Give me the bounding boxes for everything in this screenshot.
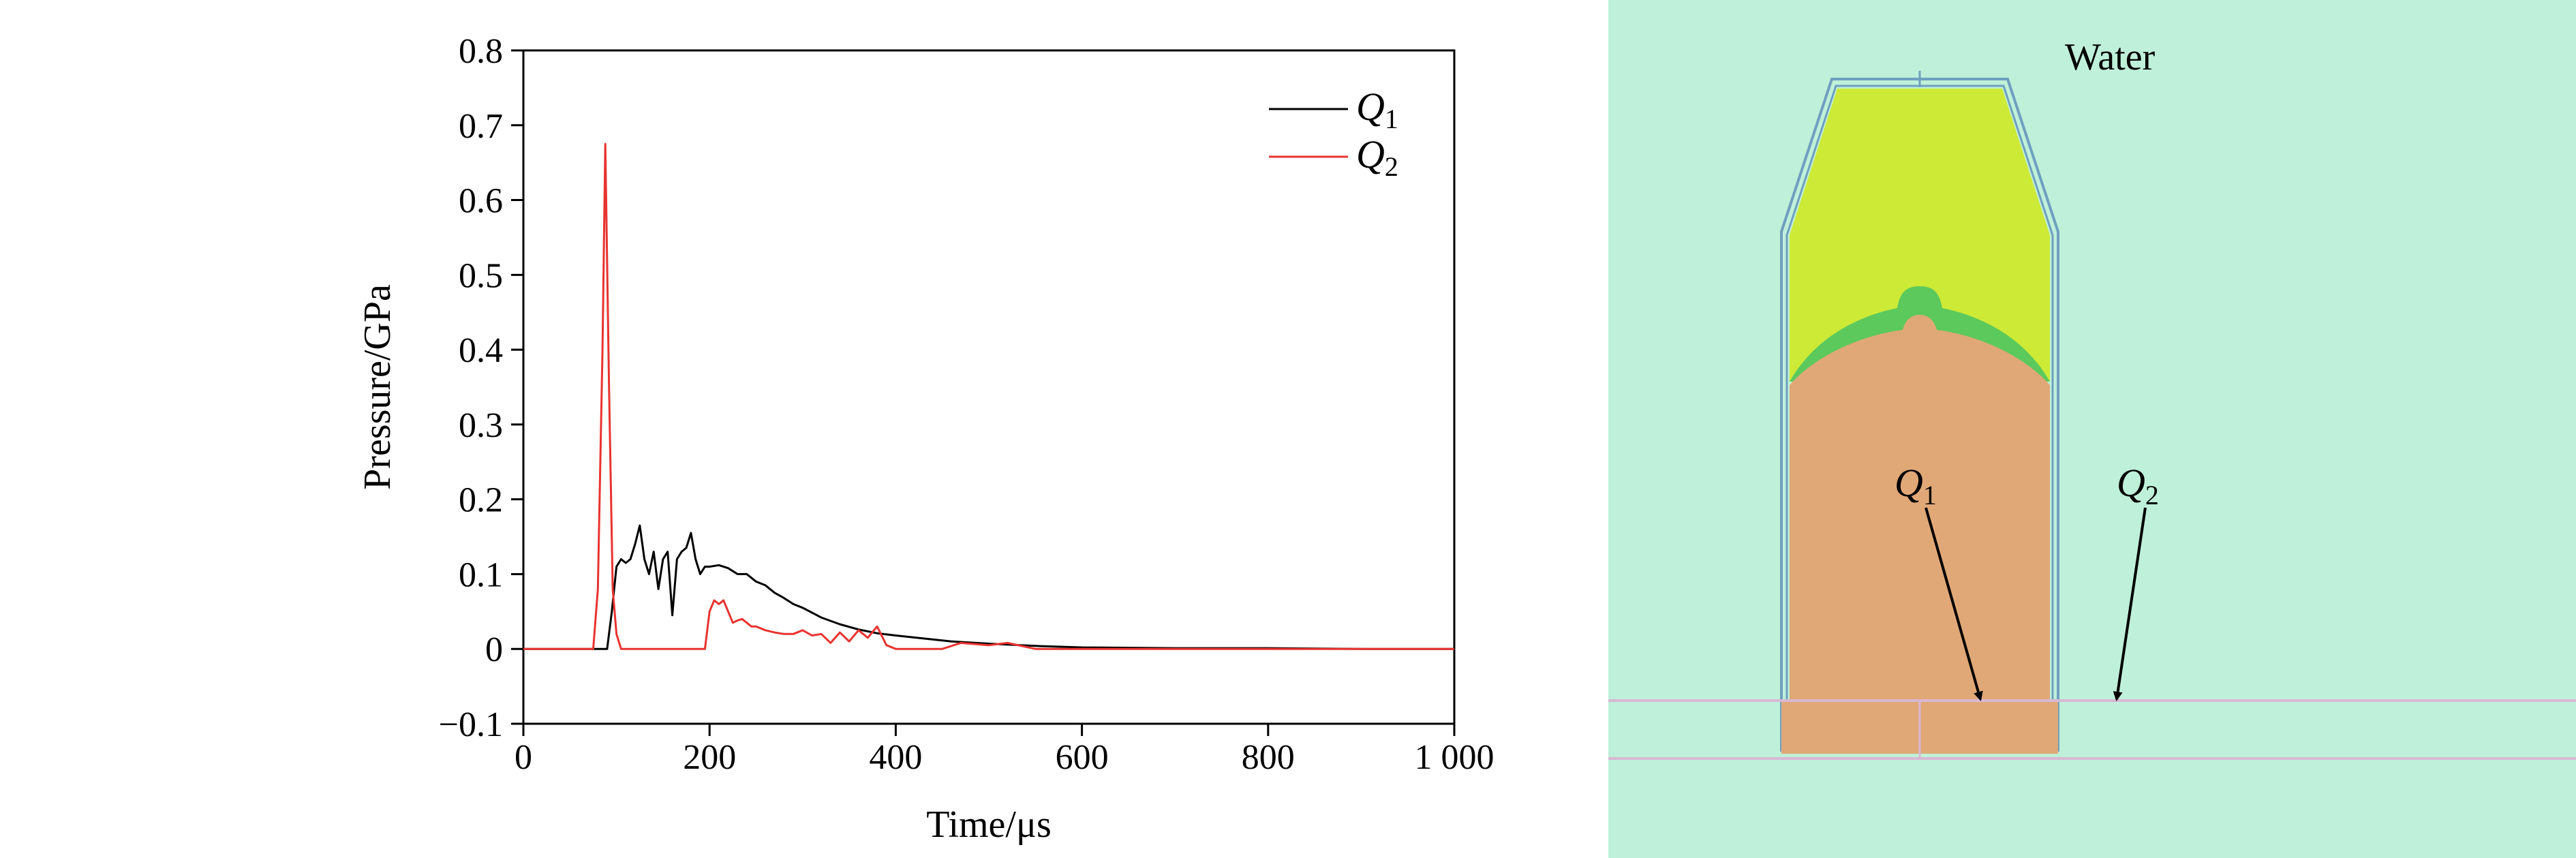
x-tick-label: 0 xyxy=(515,738,532,777)
series-line-q2 xyxy=(523,142,1454,650)
legend-label-q1-sub: 1 xyxy=(1385,104,1398,134)
water-region xyxy=(1608,0,2576,858)
y-tick-label: 0 xyxy=(485,630,503,669)
explosive-region xyxy=(1790,89,2050,382)
x-tick-label: 400 xyxy=(869,738,922,777)
series-layer xyxy=(523,142,1454,650)
legend-label-q2-main: Q xyxy=(1356,132,1385,177)
pressure-time-chart: 0 200 400 600 800 1 000 −0.1 0 0.1 0.2 0.3 0.4 0.5 0… xyxy=(356,32,1494,846)
diagram-label-q2: Q2 xyxy=(2117,461,2159,510)
charge-body-region xyxy=(1790,315,2050,752)
legend-label-q1: Q1 xyxy=(1356,85,1398,134)
diagram-label-q2-main: Q xyxy=(2117,461,2145,505)
legend: Q1 Q2 xyxy=(1269,85,1398,182)
y-tick-label: 0.2 xyxy=(459,481,503,520)
y-tick-label: 0.1 xyxy=(459,555,503,594)
diagram-label-q1-main: Q xyxy=(1895,461,1923,505)
diagram-label-q2-sub: 2 xyxy=(2145,480,2159,510)
x-tick-label: 200 xyxy=(683,738,736,777)
x-axis-ticks: 0 200 400 600 800 1 000 xyxy=(515,724,1494,777)
x-axis-title: Time/μs xyxy=(926,803,1052,846)
diagram-arrow-q1 xyxy=(1925,507,1983,701)
y-tick-label: 0.8 xyxy=(459,32,503,71)
legend-label-q1-main: Q xyxy=(1356,85,1385,129)
y-tick-label: 0.4 xyxy=(459,331,503,370)
diagram-label-q1: Q1 xyxy=(1895,461,1937,510)
y-axis-ticks: −0.1 0 0.1 0.2 0.3 0.4 0.5 0.6 0.7 0.8 xyxy=(439,32,523,744)
diagram-label-q1-sub: 1 xyxy=(1923,480,1937,510)
x-tick-label: 1 000 xyxy=(1415,738,1494,777)
series-line-q1 xyxy=(523,524,1454,650)
legend-label-q2-sub: 2 xyxy=(1385,151,1398,182)
x-tick-label: 800 xyxy=(1242,738,1295,777)
x-tick-label: 600 xyxy=(1056,738,1109,777)
y-tick-label: 0.7 xyxy=(459,107,503,146)
simulation-model-diagram: Water Q1 Q2 xyxy=(1608,0,2576,858)
y-tick-label: 0.6 xyxy=(459,182,503,221)
y-tick-label: 0.5 xyxy=(459,256,503,295)
diagram-arrow-q2 xyxy=(2113,507,2147,701)
y-axis-title: Pressure/GPa xyxy=(356,284,399,490)
y-tick-label: −0.1 xyxy=(439,705,503,744)
y-tick-label: 0.3 xyxy=(459,406,503,445)
plot-frame xyxy=(522,49,1456,725)
legend-label-q2: Q2 xyxy=(1356,132,1398,182)
water-label: Water xyxy=(2065,36,2156,78)
